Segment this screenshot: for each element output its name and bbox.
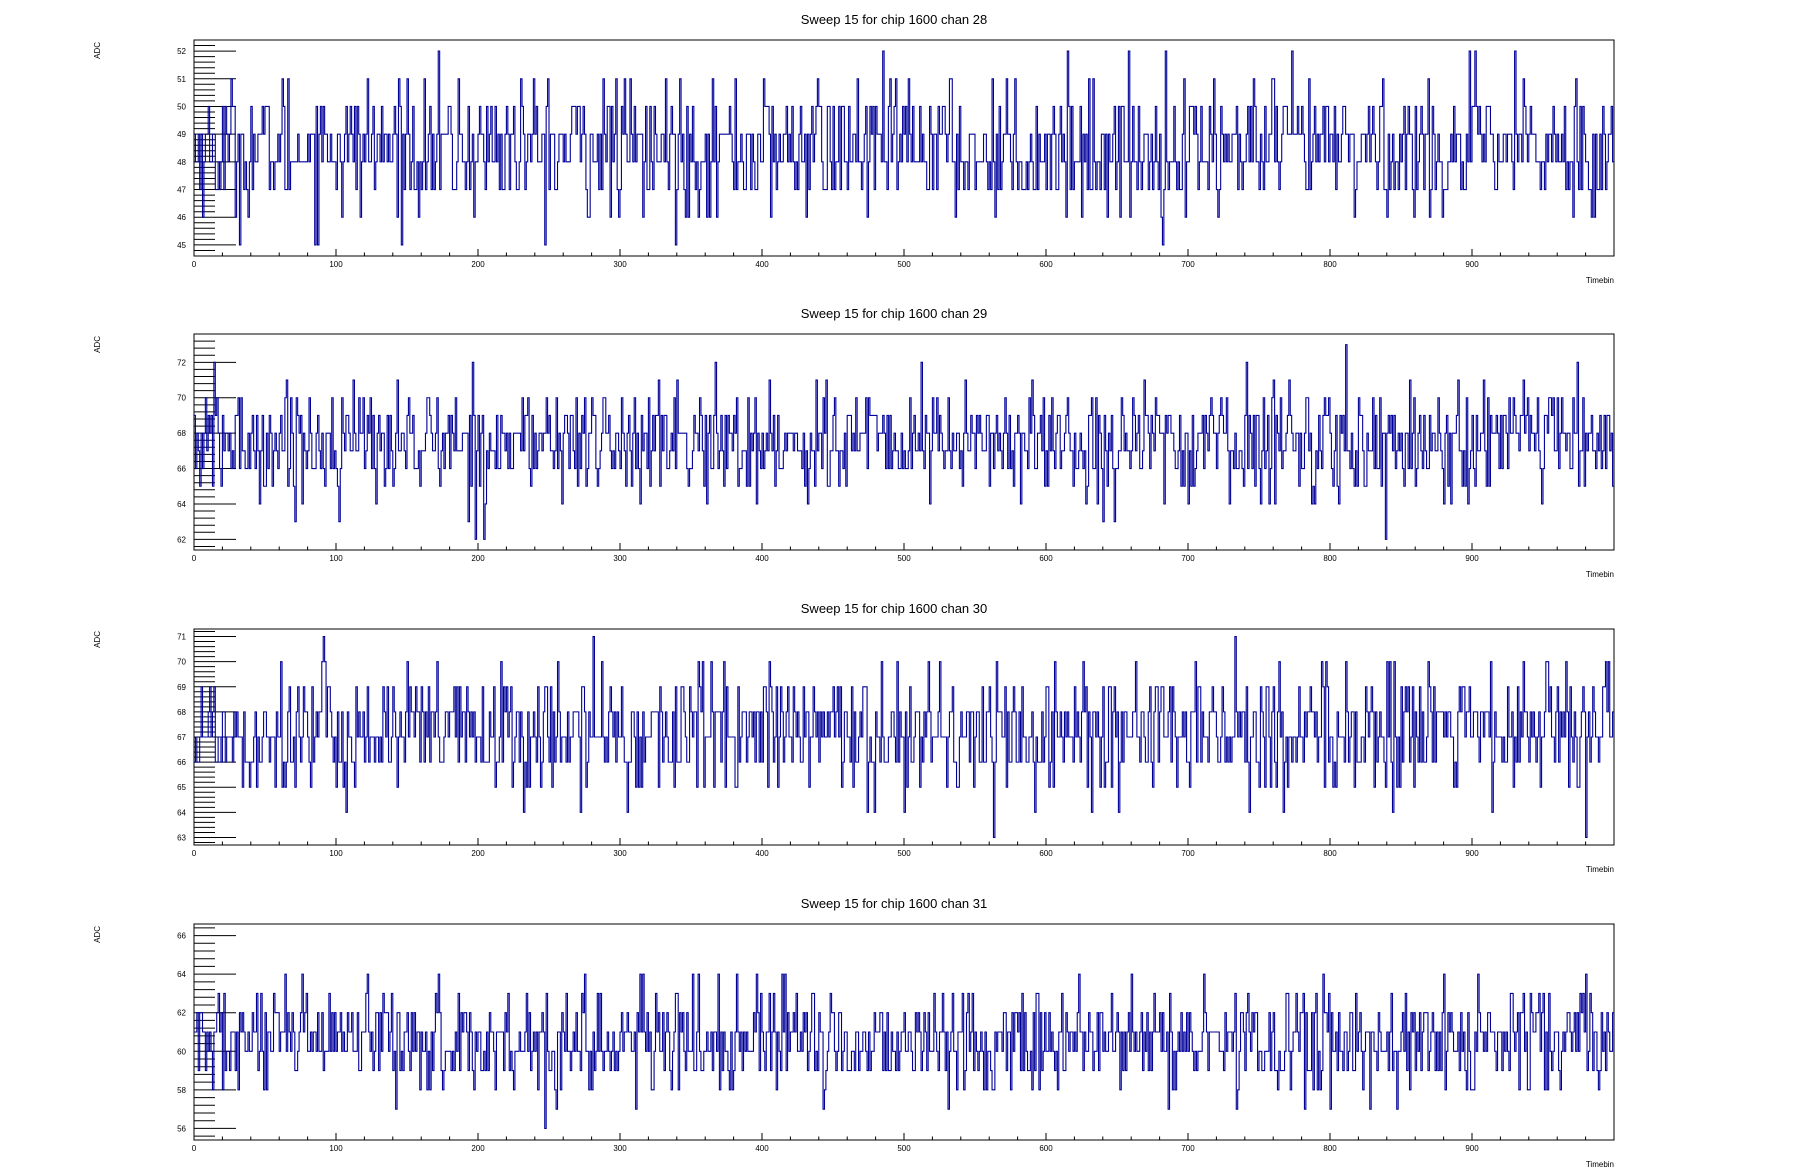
y-tick-label: 60 bbox=[177, 1047, 186, 1056]
adc-trace-line bbox=[194, 344, 1614, 540]
y-tick-label: 48 bbox=[177, 158, 186, 167]
y-tick-label: 58 bbox=[177, 1086, 186, 1095]
x-tick-label: 700 bbox=[1181, 554, 1195, 563]
chart-title: Sweep 15 for chip 1600 chan 28 bbox=[801, 12, 987, 27]
x-axis-label: Timebin bbox=[1586, 570, 1614, 579]
y-tick-label: 51 bbox=[177, 75, 186, 84]
x-tick-label: 600 bbox=[1039, 554, 1053, 563]
y-axis-label: ADC bbox=[93, 336, 102, 353]
adc-trace-line bbox=[194, 635, 1614, 839]
y-tick-label: 62 bbox=[177, 535, 186, 544]
x-tick-label: 100 bbox=[329, 849, 343, 858]
x-tick-label: 500 bbox=[897, 260, 911, 269]
x-tick-label: 600 bbox=[1039, 1144, 1053, 1153]
x-tick-label: 300 bbox=[613, 554, 627, 563]
y-tick-label: 66 bbox=[177, 932, 186, 941]
y-tick-label: 70 bbox=[177, 658, 186, 667]
y-tick-label: 64 bbox=[177, 500, 186, 509]
x-tick-label: 200 bbox=[471, 260, 485, 269]
x-tick-label: 700 bbox=[1181, 260, 1195, 269]
chart-title: Sweep 15 for chip 1600 chan 29 bbox=[801, 306, 987, 321]
x-tick-label: 900 bbox=[1465, 554, 1479, 563]
x-tick-label: 300 bbox=[613, 849, 627, 858]
y-axis-label: ADC bbox=[93, 42, 102, 59]
adc-trace-line bbox=[194, 973, 1614, 1129]
x-tick-label: 300 bbox=[613, 1144, 627, 1153]
y-tick-label: 66 bbox=[177, 758, 186, 767]
x-tick-label: 700 bbox=[1181, 1144, 1195, 1153]
y-tick-label: 64 bbox=[177, 808, 186, 817]
y-tick-label: 66 bbox=[177, 465, 186, 474]
y-tick-label: 56 bbox=[177, 1124, 186, 1133]
chart-panel-1: Sweep 15 for chip 1600 chan 28 ADC Timebin… bbox=[93, 12, 1615, 285]
y-tick-label: 46 bbox=[177, 213, 186, 222]
x-tick-label: 0 bbox=[192, 554, 197, 563]
x-tick-label: 200 bbox=[471, 554, 485, 563]
x-tick-label: 400 bbox=[755, 260, 769, 269]
x-tick-label: 900 bbox=[1465, 1144, 1479, 1153]
y-tick-label: 64 bbox=[177, 970, 186, 979]
y-tick-label: 49 bbox=[177, 130, 186, 139]
x-tick-label: 800 bbox=[1323, 1144, 1337, 1153]
y-tick-label: 68 bbox=[177, 429, 186, 438]
y-axis-label: ADC bbox=[93, 926, 102, 943]
x-tick-label: 800 bbox=[1323, 849, 1337, 858]
x-tick-label: 100 bbox=[329, 260, 343, 269]
y-tick-label: 72 bbox=[177, 358, 186, 367]
chart-panel-2: Sweep 15 for chip 1600 chan 29 ADC Timebin… bbox=[93, 306, 1615, 579]
x-tick-label: 700 bbox=[1181, 849, 1195, 858]
x-tick-label: 900 bbox=[1465, 849, 1479, 858]
x-tick-label: 300 bbox=[613, 260, 627, 269]
y-tick-label: 65 bbox=[177, 783, 186, 792]
chart-title: Sweep 15 for chip 1600 chan 30 bbox=[801, 601, 987, 616]
x-tick-label: 500 bbox=[897, 1144, 911, 1153]
x-tick-label: 800 bbox=[1323, 260, 1337, 269]
chart-panel-3: Sweep 15 for chip 1600 chan 30 ADC Timebin… bbox=[93, 601, 1615, 874]
x-tick-label: 0 bbox=[192, 1144, 197, 1153]
y-tick-label: 71 bbox=[177, 633, 186, 642]
x-tick-label: 600 bbox=[1039, 260, 1053, 269]
x-tick-label: 100 bbox=[329, 1144, 343, 1153]
y-tick-label: 62 bbox=[177, 1009, 186, 1018]
y-tick-label: 68 bbox=[177, 708, 186, 717]
y-tick-label: 45 bbox=[177, 241, 186, 250]
x-axis-label: Timebin bbox=[1586, 276, 1614, 285]
x-axis-label: Timebin bbox=[1586, 1160, 1614, 1169]
y-tick-label: 67 bbox=[177, 733, 186, 742]
x-tick-label: 100 bbox=[329, 554, 343, 563]
x-tick-label: 0 bbox=[192, 260, 197, 269]
x-tick-label: 200 bbox=[471, 849, 485, 858]
x-tick-label: 600 bbox=[1039, 849, 1053, 858]
chart-panel-4: Sweep 15 for chip 1600 chan 31 ADC Timebin… bbox=[93, 896, 1615, 1169]
x-tick-label: 0 bbox=[192, 849, 197, 858]
chart-title: Sweep 15 for chip 1600 chan 31 bbox=[801, 896, 987, 911]
x-tick-label: 400 bbox=[755, 554, 769, 563]
x-tick-label: 400 bbox=[755, 849, 769, 858]
x-tick-label: 800 bbox=[1323, 554, 1337, 563]
x-tick-label: 400 bbox=[755, 1144, 769, 1153]
x-tick-label: 900 bbox=[1465, 260, 1479, 269]
adc-trace-line bbox=[194, 50, 1614, 246]
x-tick-label: 500 bbox=[897, 554, 911, 563]
y-tick-label: 52 bbox=[177, 47, 186, 56]
y-tick-label: 50 bbox=[177, 102, 186, 111]
y-tick-label: 69 bbox=[177, 683, 186, 692]
y-tick-label: 70 bbox=[177, 394, 186, 403]
y-tick-label: 47 bbox=[177, 186, 186, 195]
x-tick-label: 200 bbox=[471, 1144, 485, 1153]
y-axis-label: ADC bbox=[93, 631, 102, 648]
x-tick-label: 500 bbox=[897, 849, 911, 858]
x-axis-label: Timebin bbox=[1586, 865, 1614, 874]
y-tick-label: 63 bbox=[177, 833, 186, 842]
